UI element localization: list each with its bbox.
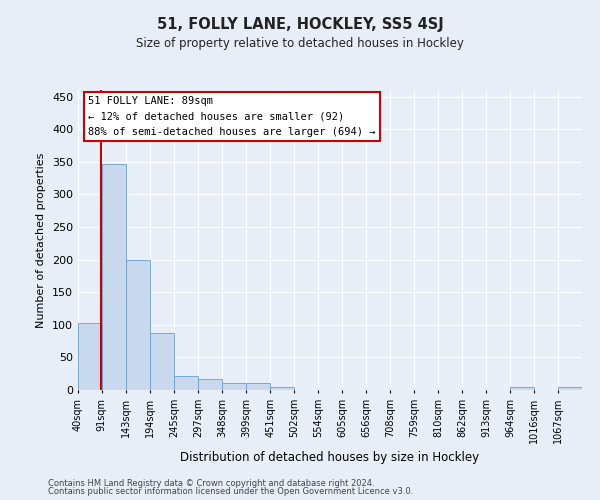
Bar [78, 323, 102, 390]
Bar [510, 386, 535, 390]
Bar [270, 386, 294, 390]
Bar [102, 164, 126, 390]
Y-axis label: Number of detached properties: Number of detached properties [37, 152, 46, 328]
Bar [198, 379, 222, 390]
Text: 51, FOLLY LANE, HOCKLEY, SS5 4SJ: 51, FOLLY LANE, HOCKLEY, SS5 4SJ [157, 18, 443, 32]
Bar [246, 383, 270, 390]
Text: 51 FOLLY LANE: 89sqm
← 12% of detached houses are smaller (92)
88% of semi-detac: 51 FOLLY LANE: 89sqm ← 12% of detached h… [88, 96, 376, 137]
X-axis label: Distribution of detached houses by size in Hockley: Distribution of detached houses by size … [181, 452, 479, 464]
Bar [150, 332, 174, 390]
Bar [558, 386, 582, 390]
Text: Size of property relative to detached houses in Hockley: Size of property relative to detached ho… [136, 38, 464, 51]
Bar [126, 260, 150, 390]
Text: Contains HM Land Registry data © Crown copyright and database right 2024.: Contains HM Land Registry data © Crown c… [48, 478, 374, 488]
Text: Contains public sector information licensed under the Open Government Licence v3: Contains public sector information licen… [48, 487, 413, 496]
Bar [222, 383, 246, 390]
Bar [174, 376, 198, 390]
